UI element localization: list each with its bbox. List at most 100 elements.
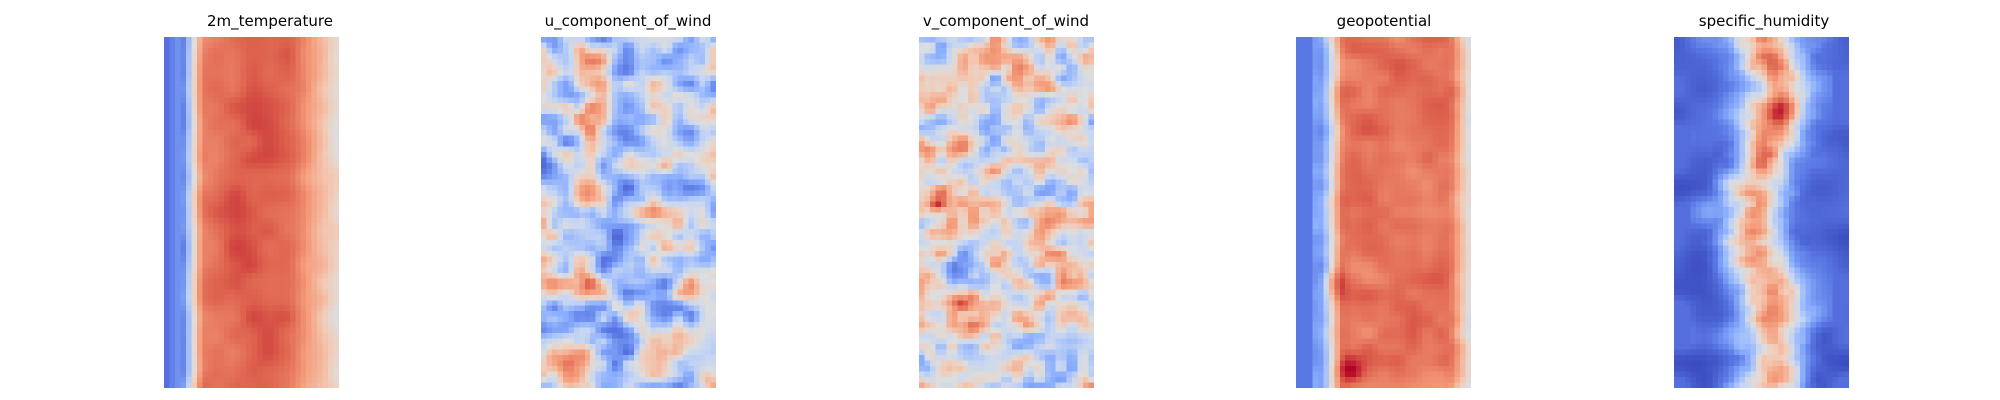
heatmap-cell: [688, 327, 695, 334]
heatmap-cell: [584, 283, 591, 290]
heatmap-cell: [284, 190, 291, 197]
heatmap-cell: [240, 179, 247, 186]
heatmap-cell: [306, 311, 313, 318]
heatmap-cell: [672, 239, 679, 246]
heatmap-cell: [919, 69, 926, 76]
heatmap-cell: [207, 300, 214, 307]
heatmap-cell: [990, 75, 997, 82]
heatmap-cell: [306, 146, 313, 153]
heatmap-cell: [590, 75, 597, 82]
heatmap-cell: [957, 146, 964, 153]
heatmap-cell: [710, 322, 716, 329]
heatmap-cell: [224, 294, 231, 301]
heatmap-cell: [1017, 80, 1024, 87]
heatmap-cell: [546, 80, 553, 87]
heatmap-cell: [562, 119, 569, 126]
heatmap-cell: [584, 338, 591, 345]
heatmap-cell: [256, 338, 264, 345]
heatmap-cell: [246, 239, 253, 246]
heatmap-cell: [229, 377, 236, 384]
heatmap-cell: [235, 69, 242, 76]
heatmap-cell: [207, 289, 214, 296]
heatmap-cell: [262, 245, 269, 252]
heatmap-cell: [546, 267, 553, 274]
heatmap-cell: [984, 141, 991, 148]
heatmap-cell: [557, 58, 564, 66]
heatmap-cell: [962, 64, 969, 71]
heatmap-cell: [322, 223, 329, 230]
heatmap-cell: [590, 80, 597, 87]
heatmap-cell: [246, 113, 253, 120]
heatmap-cell: [295, 382, 302, 388]
heatmap-cell: [546, 278, 553, 285]
heatmap-cell: [1077, 80, 1084, 87]
heatmap-cell: [650, 75, 657, 82]
heatmap-cell: [590, 338, 597, 345]
heatmap-cell: [328, 124, 335, 131]
heatmap-cell: [1044, 179, 1051, 186]
heatmap-cell: [644, 124, 651, 131]
heatmap-cell: [633, 37, 641, 44]
heatmap-cell: [595, 91, 602, 98]
heatmap-cell: [185, 228, 192, 236]
heatmap-cell: [224, 174, 231, 181]
heatmap-cell: [1033, 174, 1040, 181]
heatmap-cell: [191, 207, 198, 214]
heatmap-cell: [661, 201, 668, 208]
heatmap-cell: [164, 305, 171, 312]
heatmap-cell: [1022, 179, 1029, 186]
heatmap-cell: [278, 102, 285, 109]
heatmap-cell: [601, 366, 608, 373]
heatmap-cell: [699, 223, 706, 230]
heatmap-cell: [661, 124, 668, 131]
heatmap-cell: [218, 113, 225, 120]
heatmap-cell: [590, 174, 597, 181]
heatmap-cell: [322, 333, 329, 340]
heatmap-cell: [306, 272, 313, 279]
heatmap-cell: [661, 97, 668, 104]
heatmap-cell: [251, 327, 258, 334]
heatmap-cell: [612, 261, 619, 268]
heatmap-cell: [655, 234, 662, 241]
heatmap-cell: [317, 97, 324, 104]
heatmap-cell: [191, 108, 198, 115]
heatmap-cell: [229, 80, 236, 87]
heatmap-cell: [946, 47, 953, 55]
heatmap-cell: [573, 360, 580, 367]
heatmap-cell: [229, 124, 236, 131]
heatmap-cell: [661, 146, 668, 153]
panel-title-u-component-of-wind: u_component_of_wind: [544, 12, 712, 30]
heatmap-cell: [213, 267, 220, 274]
heatmap-cell: [1017, 124, 1024, 131]
heatmap-cell: [946, 174, 953, 181]
heatmap-cell: [705, 360, 712, 367]
heatmap-cell: [705, 69, 712, 76]
heatmap-cell: [590, 300, 597, 307]
heatmap-cell: [562, 168, 569, 175]
heatmap-2m-temperature-svg: [164, 37, 339, 388]
heatmap-cell: [295, 294, 302, 301]
heatmap-cell: [180, 185, 187, 192]
heatmap-cell: [694, 58, 701, 66]
heatmap-cell: [1022, 37, 1029, 44]
heatmap-cell: [191, 322, 198, 329]
heatmap-cell: [229, 185, 236, 192]
heatmap-cell: [639, 223, 646, 230]
heatmap-cell: [584, 305, 591, 312]
heatmap-cell: [207, 91, 214, 98]
heatmap-cell: [633, 382, 641, 388]
heatmap-cell: [333, 366, 339, 373]
heatmap-cell: [710, 113, 716, 120]
heatmap-cell: [224, 80, 231, 87]
heatmap-cell: [639, 289, 646, 296]
heatmap-cell: [551, 190, 559, 197]
heatmap-cell: [628, 349, 635, 356]
heatmap-cell: [590, 113, 597, 120]
heatmap-cell: [333, 250, 339, 257]
heatmap-cell: [644, 86, 651, 93]
heatmap-cell: [240, 212, 247, 219]
heatmap-cell: [962, 157, 969, 164]
heatmap-cell: [169, 371, 176, 378]
heatmap-cell: [322, 256, 329, 263]
heatmap-cell: [601, 223, 608, 230]
